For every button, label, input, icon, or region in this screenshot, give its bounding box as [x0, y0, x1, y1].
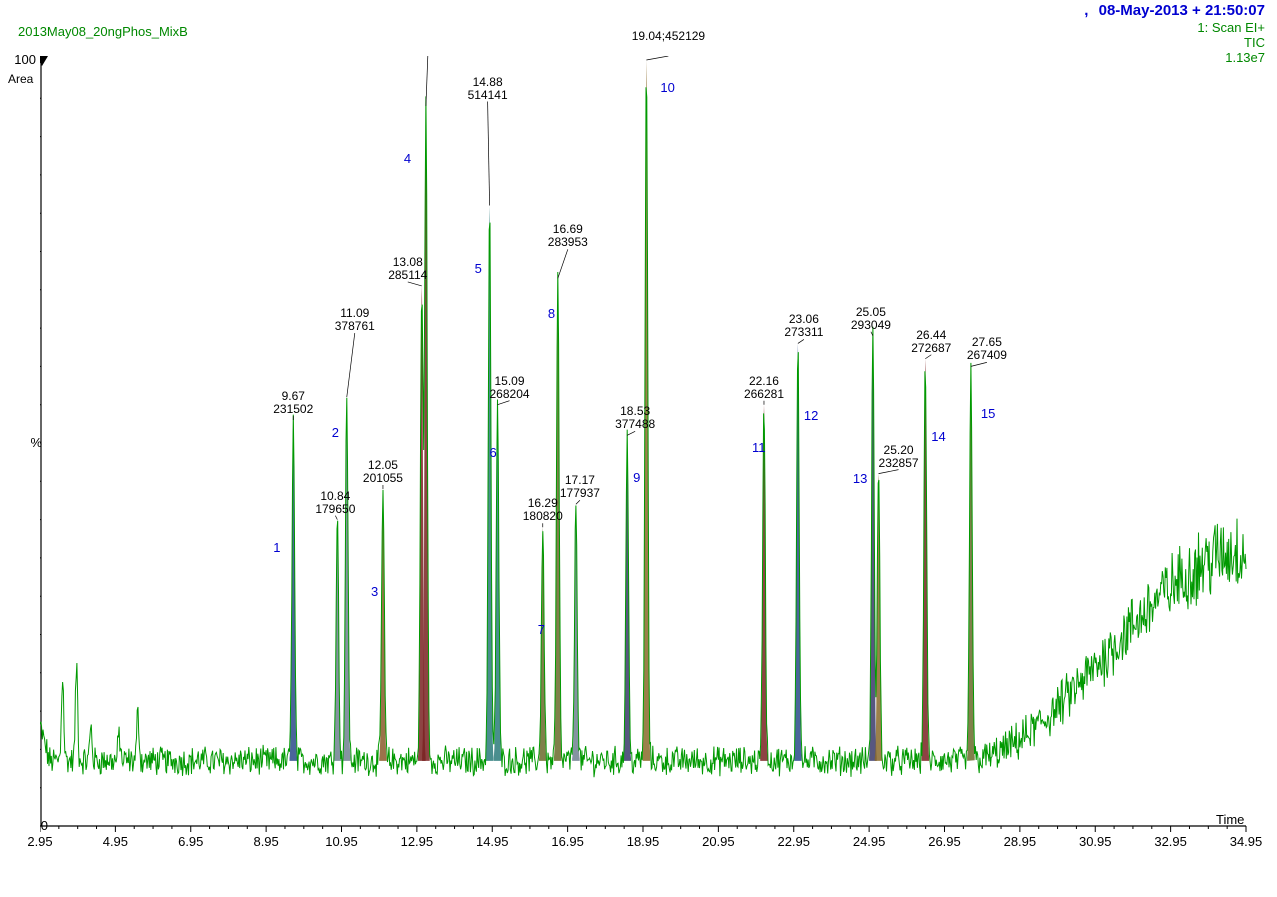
peak-id: 9: [633, 470, 640, 485]
x-tick: 4.95: [103, 834, 128, 849]
x-tick: 16.95: [551, 834, 584, 849]
x-tick: 28.95: [1004, 834, 1037, 849]
x-tick: 24.95: [853, 834, 886, 849]
peak-label: 17.17177937: [560, 474, 600, 500]
peak-label: 25.05293049: [851, 306, 891, 332]
x-tick: 32.95: [1154, 834, 1187, 849]
peak-id: 4: [404, 151, 411, 166]
header-datetime: , 08-May-2013 + 21:50:07: [1084, 2, 1265, 19]
peak-label: 26.44272687: [911, 329, 951, 355]
x-axis-label: Time: [1216, 812, 1271, 827]
peak-id: 11: [752, 440, 766, 455]
peak-label: 25.20232857: [879, 444, 919, 470]
peak-label: 16.69283953: [548, 223, 588, 249]
peak-label: 16.29180820: [523, 497, 563, 523]
peak-id: 5: [475, 261, 482, 276]
peak-label: 11.09378761: [335, 307, 375, 333]
y-sublabel: Area: [8, 72, 33, 86]
detector-label: TIC: [1197, 35, 1265, 50]
peak-id: 13: [853, 471, 867, 486]
header-datetime-prefix: ,: [1084, 2, 1088, 19]
x-tick: 20.95: [702, 834, 735, 849]
peak-id: 12: [804, 408, 818, 423]
header-datetime-value: 08-May-2013 + 21:50:07: [1099, 2, 1265, 19]
x-tick: 34.95: [1230, 834, 1263, 849]
x-tick: 6.95: [178, 834, 203, 849]
x-tick: 12.95: [401, 834, 434, 849]
y-tick-0: 0: [22, 818, 48, 833]
peak-label: 10.84179650: [315, 490, 355, 516]
y-tick-100: 100: [10, 52, 36, 67]
peak-id: 3: [371, 584, 378, 599]
peak-label: 13.08285114: [388, 256, 427, 282]
peak-id: 14: [931, 429, 945, 444]
peak-id: 10: [660, 80, 674, 95]
peak-label: 23.06273311: [784, 313, 823, 339]
peak-id: 6: [490, 445, 497, 460]
peak-label: 18.53377488: [615, 405, 655, 431]
y-axis-label: %: [16, 435, 42, 450]
peak-label: 22.16266281: [744, 375, 784, 401]
x-tick: 30.95: [1079, 834, 1112, 849]
peak-id: 15: [981, 406, 995, 421]
x-tick: 22.95: [777, 834, 810, 849]
peak-label: 15.09268204: [489, 375, 529, 401]
peak-label: 27.65267409: [967, 336, 1007, 362]
x-tick: 18.95: [627, 834, 660, 849]
x-tick: 26.95: [928, 834, 961, 849]
peak-label: 14.88514141: [468, 76, 508, 102]
x-tick: 10.95: [325, 834, 358, 849]
peak-label: 19.04;452129: [632, 30, 705, 43]
sample-name: 2013May08_20ngPhos_MixB: [18, 24, 188, 39]
peak-id: 8: [548, 306, 555, 321]
peak-label: 12.05201055: [363, 459, 403, 485]
scan-mode-label: 1: Scan EI+: [1197, 20, 1265, 35]
x-tick: 8.95: [253, 834, 278, 849]
x-tick: 2.95: [27, 834, 52, 849]
peak-id: 2: [332, 425, 339, 440]
chromatogram-chart: [40, 56, 1250, 856]
peak-id: 1: [273, 540, 280, 555]
x-tick: 14.95: [476, 834, 509, 849]
peak-id: 7: [538, 622, 545, 637]
peak-label: 9.67231502: [273, 390, 313, 416]
